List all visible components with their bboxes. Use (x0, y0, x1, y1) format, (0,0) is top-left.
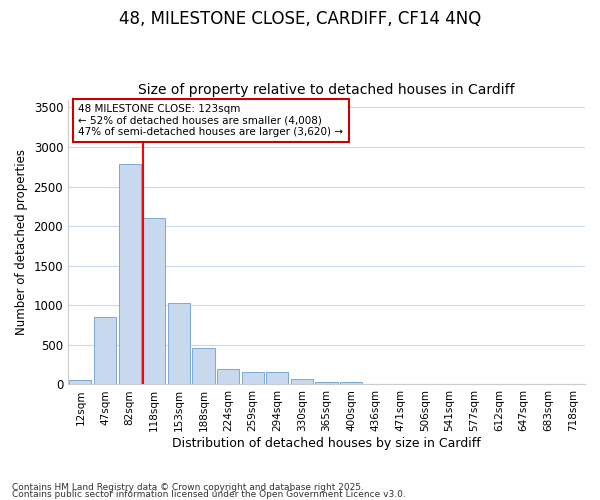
Bar (291, 380, 313, 384)
Bar (340, 382, 362, 384)
Y-axis label: Number of detached properties: Number of detached properties (15, 149, 28, 335)
Text: 48, MILESTONE CLOSE, CARDIFF, CF14 4NQ: 48, MILESTONE CLOSE, CARDIFF, CF14 4NQ (119, 10, 481, 28)
Text: Contains HM Land Registry data © Crown copyright and database right 2025.: Contains HM Land Registry data © Crown c… (12, 484, 364, 492)
X-axis label: Distribution of detached houses by size in Cardiff: Distribution of detached houses by size … (172, 437, 481, 450)
Bar (193, 348, 215, 385)
Bar (94, 317, 116, 384)
Bar (119, 164, 140, 384)
Bar (69, 380, 91, 384)
Bar (168, 303, 190, 384)
Bar (242, 372, 264, 384)
Bar (316, 382, 338, 384)
Text: 48 MILESTONE CLOSE: 123sqm
← 52% of detached houses are smaller (4,008)
47% of s: 48 MILESTONE CLOSE: 123sqm ← 52% of deta… (79, 104, 343, 137)
Text: Contains public sector information licensed under the Open Government Licence v3: Contains public sector information licen… (12, 490, 406, 499)
Title: Size of property relative to detached houses in Cardiff: Size of property relative to detached ho… (138, 83, 515, 97)
Bar (143, 218, 165, 384)
Bar (266, 372, 289, 384)
Bar (217, 368, 239, 384)
